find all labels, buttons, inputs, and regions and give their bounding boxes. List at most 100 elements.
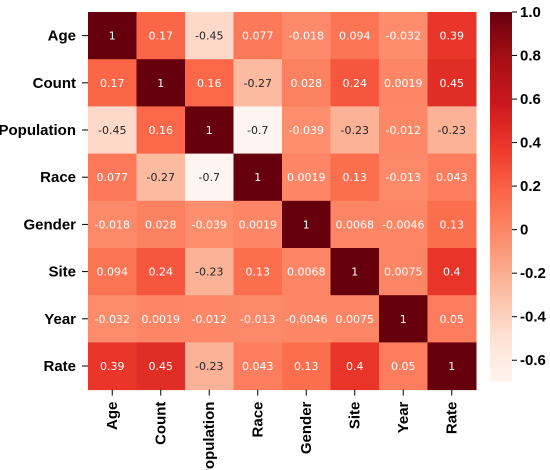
cell-value-label: -0.23 — [195, 266, 223, 279]
heatmap-cell — [427, 106, 477, 155]
cell-value-label: 0.13 — [343, 171, 368, 184]
cell-value-label: -0.45 — [195, 30, 223, 43]
heatmap-cell — [136, 295, 186, 343]
row-label-age: Age — [48, 28, 76, 45]
cell-value-label: 1 — [254, 171, 261, 184]
cell-value-label: 0.45 — [149, 360, 174, 373]
heatmap-cell — [330, 59, 380, 107]
cell-value-label: 0.043 — [436, 171, 468, 184]
cell-value-label: 0.043 — [242, 360, 274, 373]
heatmap-cell — [330, 200, 380, 249]
heatmap-cell — [379, 295, 428, 343]
cell-value-label: -0.012 — [386, 124, 421, 137]
cell-value-label: -0.7 — [199, 171, 220, 184]
colorbar-gradient — [490, 12, 512, 382]
heatmap-cell — [282, 295, 331, 343]
heatmap-cell — [136, 200, 186, 249]
cell-value-label: -0.039 — [289, 124, 324, 137]
heatmap-cell — [88, 153, 137, 202]
cell-value-label: 0.17 — [149, 30, 174, 43]
cell-value-label: -0.018 — [95, 218, 130, 231]
cell-value-label: 0.0068 — [287, 266, 326, 279]
heatmap-cell — [88, 200, 137, 249]
column-label-site: Site — [347, 402, 364, 430]
heatmap-cell — [427, 12, 477, 60]
cell-value-label: -0.23 — [438, 124, 466, 137]
cell-value-label: -0.032 — [386, 30, 421, 43]
cell-value-label: 0.4 — [443, 266, 461, 279]
cell-value-label: 0.0075 — [384, 266, 423, 279]
colorbar-tick-label: -0.6 — [520, 352, 546, 369]
heatmap-cell — [88, 12, 137, 60]
cell-value-label: 0.0019 — [287, 171, 326, 184]
heatmap-cell — [379, 12, 428, 60]
heatmap-cell — [233, 12, 283, 60]
cell-value-label: 0.028 — [291, 77, 323, 90]
heatmap-cell — [88, 59, 137, 107]
cell-value-label: 0.094 — [97, 266, 129, 279]
heatmap-cell — [185, 200, 234, 249]
cell-value-label: 0.4 — [346, 360, 364, 373]
column-label-year: Year — [395, 401, 412, 433]
cell-value-label: 0.16 — [149, 124, 174, 137]
cell-value-label: 0.17 — [100, 77, 125, 90]
row-label-site: Site — [48, 264, 76, 281]
column-label-race: Race — [250, 402, 267, 438]
heatmap-cell — [185, 295, 234, 343]
cell-value-label: 0.39 — [100, 360, 125, 373]
heatmap-cell — [282, 106, 331, 155]
heatmap-cell — [379, 106, 428, 155]
heatmap-cell — [330, 12, 380, 60]
heatmap-cell — [185, 248, 234, 296]
heatmap-cell — [136, 106, 186, 155]
row-label-gender: Gender — [23, 216, 76, 233]
heatmap-cell — [88, 295, 137, 343]
colorbar-tick-label: 1.0 — [520, 4, 541, 21]
heatmap-cell — [427, 59, 477, 107]
heatmap-cell — [427, 200, 477, 249]
column-labels: Age Count Population Race Gender Site Year Rate — [104, 389, 461, 470]
cell-value-label: 0.16 — [197, 77, 222, 90]
cell-value-label: -0.018 — [289, 30, 324, 43]
heatmap-cell — [282, 59, 331, 107]
cell-value-label: 0.0019 — [384, 77, 423, 90]
cell-value-label: -0.013 — [240, 313, 275, 326]
heatmap-cell — [330, 342, 380, 391]
heatmap-cell — [282, 248, 331, 296]
heatmap-cell — [379, 59, 428, 107]
colorbar-tick-label: 0 — [520, 222, 528, 239]
cell-value-label: -0.013 — [386, 171, 421, 184]
cell-value-label: 0.13 — [246, 266, 271, 279]
heatmap-cell — [136, 153, 186, 202]
heatmap-cell — [330, 153, 380, 202]
cell-value-label: 1 — [351, 266, 358, 279]
column-label-gender: Gender — [298, 401, 315, 454]
heatmap-cell — [330, 106, 380, 155]
cell-value-label: 0.45 — [440, 77, 465, 90]
heatmap-cell — [185, 106, 234, 155]
cell-value-label: 0.0068 — [336, 218, 375, 231]
cell-value-label: 1 — [206, 124, 213, 137]
heatmap-cell — [233, 106, 283, 155]
heatmap-cell — [185, 153, 234, 202]
cell-value-label: -0.032 — [95, 313, 130, 326]
heatmap-cell — [379, 153, 428, 202]
cell-value-label: 0.077 — [97, 171, 129, 184]
cell-value-label: 1 — [157, 77, 164, 90]
cell-value-label: 0.094 — [339, 30, 371, 43]
column-label-population: Population — [201, 402, 218, 470]
cell-value-label: 0.0019 — [239, 218, 278, 231]
heatmap-cell — [185, 342, 234, 391]
heatmap-cell — [136, 12, 186, 60]
column-label-count: Count — [153, 402, 170, 445]
heatmap-cell — [427, 295, 477, 343]
cell-value-label: -0.0046 — [382, 218, 424, 231]
row-label-count: Count — [33, 75, 76, 92]
colorbar-tick-label: 0.4 — [520, 135, 542, 152]
cell-value-label: -0.23 — [195, 360, 223, 373]
colorbar-tick-label: 0.6 — [520, 91, 541, 108]
heatmap-cell — [330, 295, 380, 343]
heatmap-cell — [379, 200, 428, 249]
cell-value-label: -0.27 — [244, 77, 272, 90]
heatmap-cell — [233, 153, 283, 202]
